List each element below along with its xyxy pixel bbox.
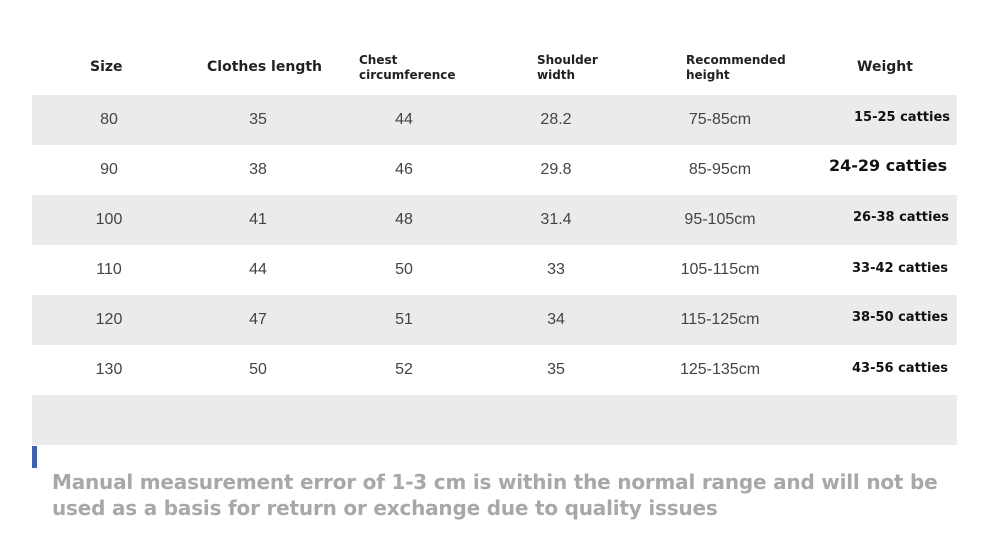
cell-weight: 24-29 catties [829,155,948,175]
header-chest-circumference: Chest circumference [359,40,456,95]
table-row: 120 47 51 34 115-125cm 38-50 catties [32,295,957,345]
cell-weight: 15-25 catties [854,109,951,125]
cell-weight: 33-42 catties [852,260,949,276]
table-header-row: Size Clothes length Chest circumference … [32,40,957,95]
table-row: 80 35 44 28.2 75-85cm 15-25 catties [32,95,957,145]
cell-clothes-length: 41 [249,211,267,228]
cell-clothes-length: 38 [249,161,267,178]
cell-size: 90 [100,161,118,178]
cell-size: 120 [95,311,123,328]
cell-weight: 38-50 catties [852,309,949,325]
size-chart-table: Size Clothes length Chest circumference … [32,40,957,445]
cell-clothes-length: 44 [249,261,267,278]
cell-size: 130 [95,361,123,378]
cell-shoulder: 31.4 [540,211,572,228]
cell-weight: 43-56 catties [852,360,949,376]
table-row: 130 50 52 35 125-135cm 43-56 catties [32,345,957,395]
cell-chest: 44 [395,111,413,128]
cell-recommended-height: 125-135cm [679,361,761,378]
header-size: Size [90,59,123,75]
cell-recommended-height: 105-115cm [680,261,760,278]
cell-chest: 48 [395,211,413,228]
cell-clothes-length: 35 [249,111,267,128]
empty-table-row [32,395,957,445]
cell-recommended-height: 75-85cm [688,111,752,128]
cell-recommended-height: 85-95cm [688,161,752,178]
note-accent-bar [32,446,37,468]
cell-clothes-length: 50 [249,361,267,378]
cell-size: 110 [96,261,122,278]
header-clothes-length: Clothes length [207,59,322,75]
measurement-note: Manual measurement error of 1-3 cm is wi… [52,470,938,520]
table-row: 90 38 46 29.8 85-95cm 24-29 catties [32,145,957,195]
cell-chest: 52 [395,361,413,378]
header-chest-line1: Chest [359,52,398,67]
header-height-line2: height [686,67,730,82]
cell-size: 100 [95,211,123,228]
header-shoulder-line2: width [537,67,576,82]
cell-chest: 46 [395,161,413,178]
cell-shoulder: 34 [547,311,565,328]
cell-clothes-length: 47 [249,311,267,328]
cell-shoulder: 29.8 [540,161,572,178]
table-row: 110 44 50 33 105-115cm 33-42 catties [32,245,957,295]
cell-shoulder: 33 [547,261,565,278]
cell-recommended-height: 115-125cm [680,311,760,328]
cell-chest: 51 [395,311,413,328]
header-recommended-height: Recommended height [686,40,786,95]
cell-shoulder: 28.2 [540,111,572,128]
cell-recommended-height: 95-105cm [684,211,756,228]
header-shoulder-line1: Shoulder [537,52,598,67]
cell-weight: 26-38 catties [853,209,950,225]
header-chest-line2: circumference [359,67,456,82]
header-shoulder-width: Shoulder width [537,40,598,95]
table-row: 100 41 48 31.4 95-105cm 26-38 catties [32,195,957,245]
cell-size: 80 [100,111,118,128]
header-weight: Weight [857,59,913,75]
cell-chest: 50 [395,261,413,278]
cell-shoulder: 35 [547,361,565,378]
header-height-line1: Recommended [686,52,786,67]
